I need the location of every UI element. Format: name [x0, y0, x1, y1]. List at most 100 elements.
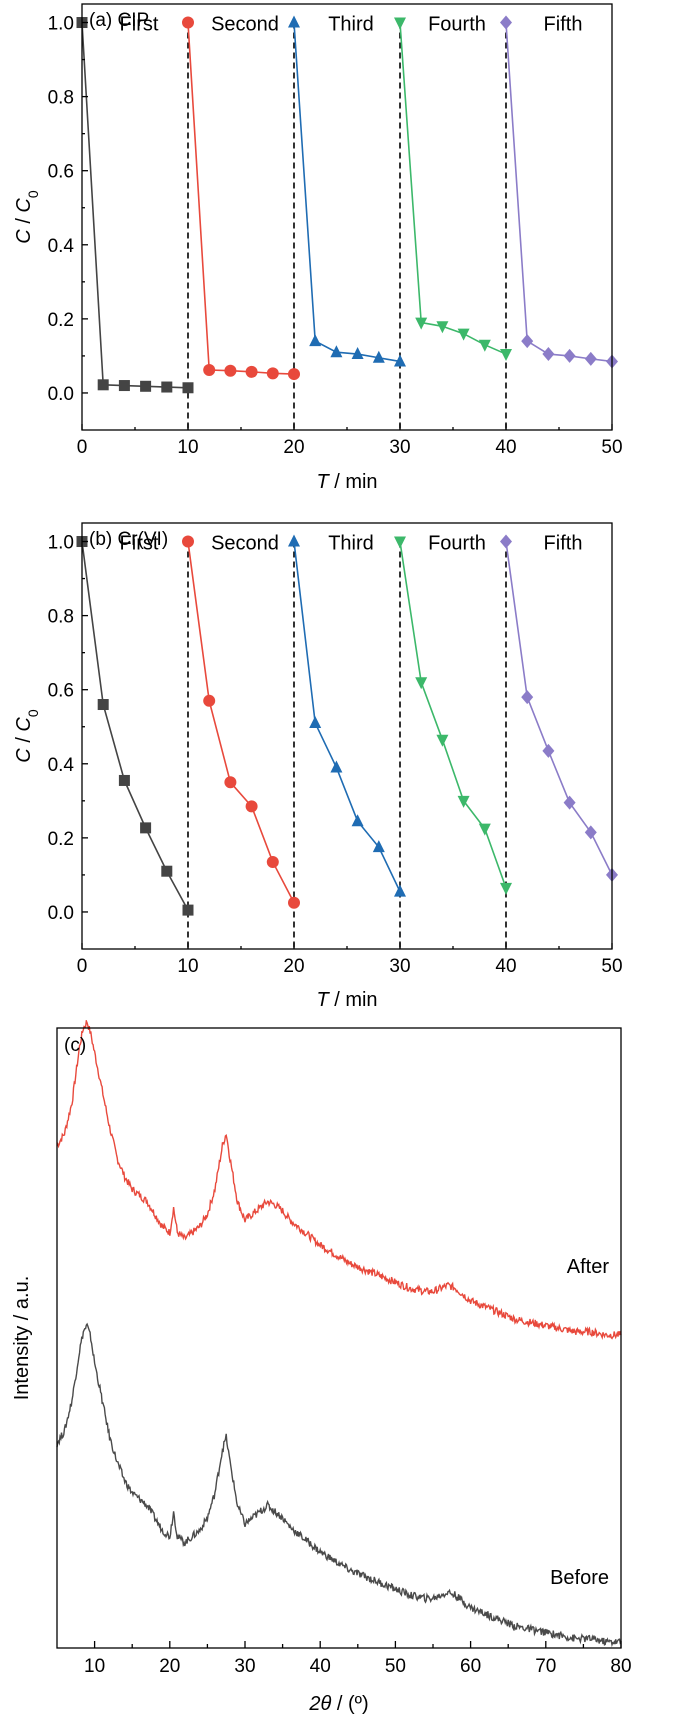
x-tick-label: 40 [310, 1656, 331, 1677]
x-tick-label: 30 [234, 1656, 255, 1677]
tick-labels: 0 10 20 30 40 50 0.0 0.2 0.4 0.6 0.8 1.0 [48, 533, 623, 977]
cycle-label: First [120, 14, 159, 36]
data-point [457, 328, 470, 341]
x-axis-label: 2θ / (º) [308, 1693, 368, 1715]
data-point [182, 535, 194, 548]
data-point [266, 855, 279, 868]
panel-label: (b) Cr(VI) [89, 529, 168, 550]
cycle-label: Second [211, 533, 279, 555]
data-point [182, 904, 194, 916]
x-tick-label: 20 [283, 437, 304, 458]
data-point [351, 347, 364, 360]
cycle-label: Second [211, 14, 279, 36]
series-line-cycle-1 [81, 541, 189, 911]
x-tick-label: 20 [159, 1656, 180, 1677]
data-point [500, 534, 512, 549]
data-point [224, 364, 237, 377]
y-axis-label: C / C0 [13, 709, 41, 763]
data-point [542, 347, 555, 362]
tick-labels: 0 10 20 30 40 50 0.0 0.2 0.4 0.6 0.8 1.0 [48, 14, 623, 458]
data-point [224, 776, 237, 789]
data-point [288, 15, 300, 28]
y-tick-label: 0.6 [48, 162, 74, 183]
cycle-label: Fourth [428, 533, 486, 555]
y-tick-label: 1.0 [48, 533, 74, 554]
data-point [584, 351, 597, 366]
series-group [76, 534, 618, 916]
y-axis-label: C / C0 [13, 190, 41, 244]
data-point [500, 882, 512, 895]
data-point [351, 814, 364, 827]
data-point [394, 536, 406, 549]
plot-frame [56, 1027, 622, 1649]
series-label-after: After [567, 1256, 610, 1278]
data-point [140, 380, 152, 392]
data-point [500, 349, 512, 362]
data-point [542, 743, 555, 758]
series-line-cycle-3 [293, 22, 401, 363]
data-point [436, 734, 449, 747]
cycle-label: First [120, 533, 159, 555]
xrd-chart: 10 20 30 40 50 60 70 80 (c) After Before 2θ / (… [11, 1020, 632, 1715]
data-point [118, 380, 130, 392]
data-point [288, 534, 300, 547]
tick-labels: 10 20 30 40 50 60 70 80 [84, 1656, 632, 1677]
crvi-chart: 0 10 20 30 40 50 0.0 0.2 0.4 0.6 0.8 1.0 First Secon… [13, 522, 623, 1008]
series-line-cycle-3 [293, 541, 401, 892]
x-tick-label: 10 [177, 956, 198, 977]
data-point [203, 694, 216, 707]
data-point [394, 354, 406, 367]
data-point [415, 317, 428, 330]
xrd-pattern-after [56, 1020, 622, 1341]
x-tick-label: 10 [177, 437, 198, 458]
x-tick-label: 60 [460, 1656, 481, 1677]
x-tick-label: 80 [610, 1656, 631, 1677]
data-point [478, 339, 491, 352]
data-point [288, 368, 300, 381]
data-point [118, 774, 130, 786]
y-tick-label: 0.2 [48, 310, 74, 331]
x-tick-label: 30 [389, 956, 410, 977]
axis-ticks [81, 540, 613, 949]
panel-label: (a) CIP [89, 10, 149, 31]
series-line-cycle-5 [505, 22, 613, 363]
series-group [56, 1020, 622, 1648]
cip-chart: 0 10 20 30 40 50 0.0 0.2 0.4 0.6 0.8 1.0 First Secon… [13, 3, 623, 493]
series-line-cycle-1 [81, 22, 189, 389]
x-tick-label: 30 [389, 437, 410, 458]
data-point [330, 760, 343, 773]
data-point [288, 896, 300, 909]
x-tick-label: 70 [535, 1656, 556, 1677]
data-point [97, 699, 109, 711]
data-point [161, 381, 173, 393]
cycle-label: Fifth [544, 533, 583, 555]
data-point [436, 321, 449, 334]
data-point [478, 823, 491, 836]
y-tick-label: 0.8 [48, 607, 74, 628]
panel-label: (c) [64, 1035, 86, 1056]
x-tick-label: 50 [385, 1656, 406, 1677]
data-point [266, 367, 279, 380]
cycle-labels: First Second Third Fourth Fifth [120, 533, 583, 555]
data-point [563, 348, 576, 363]
cycle-labels: First Second Third Fourth Fifth [120, 14, 583, 36]
data-point [415, 677, 428, 690]
series-line-cycle-2 [187, 541, 295, 904]
data-point [394, 17, 406, 30]
cycle-label: Third [328, 533, 374, 555]
axis-ticks [81, 21, 613, 430]
y-tick-label: 0.0 [48, 384, 74, 405]
y-tick-label: 0.4 [48, 236, 75, 257]
cycle-label: Fourth [428, 14, 486, 36]
data-point [140, 822, 152, 834]
y-tick-label: 0.6 [48, 681, 74, 702]
xrd-pattern-before [56, 1322, 622, 1648]
x-tick-label: 40 [495, 437, 516, 458]
data-point [309, 716, 322, 729]
axis-ticks [93, 1641, 622, 1648]
data-point [521, 334, 534, 349]
data-point [203, 363, 216, 376]
data-point [372, 840, 385, 853]
series-line-cycle-2 [187, 22, 295, 375]
data-point [372, 350, 385, 363]
